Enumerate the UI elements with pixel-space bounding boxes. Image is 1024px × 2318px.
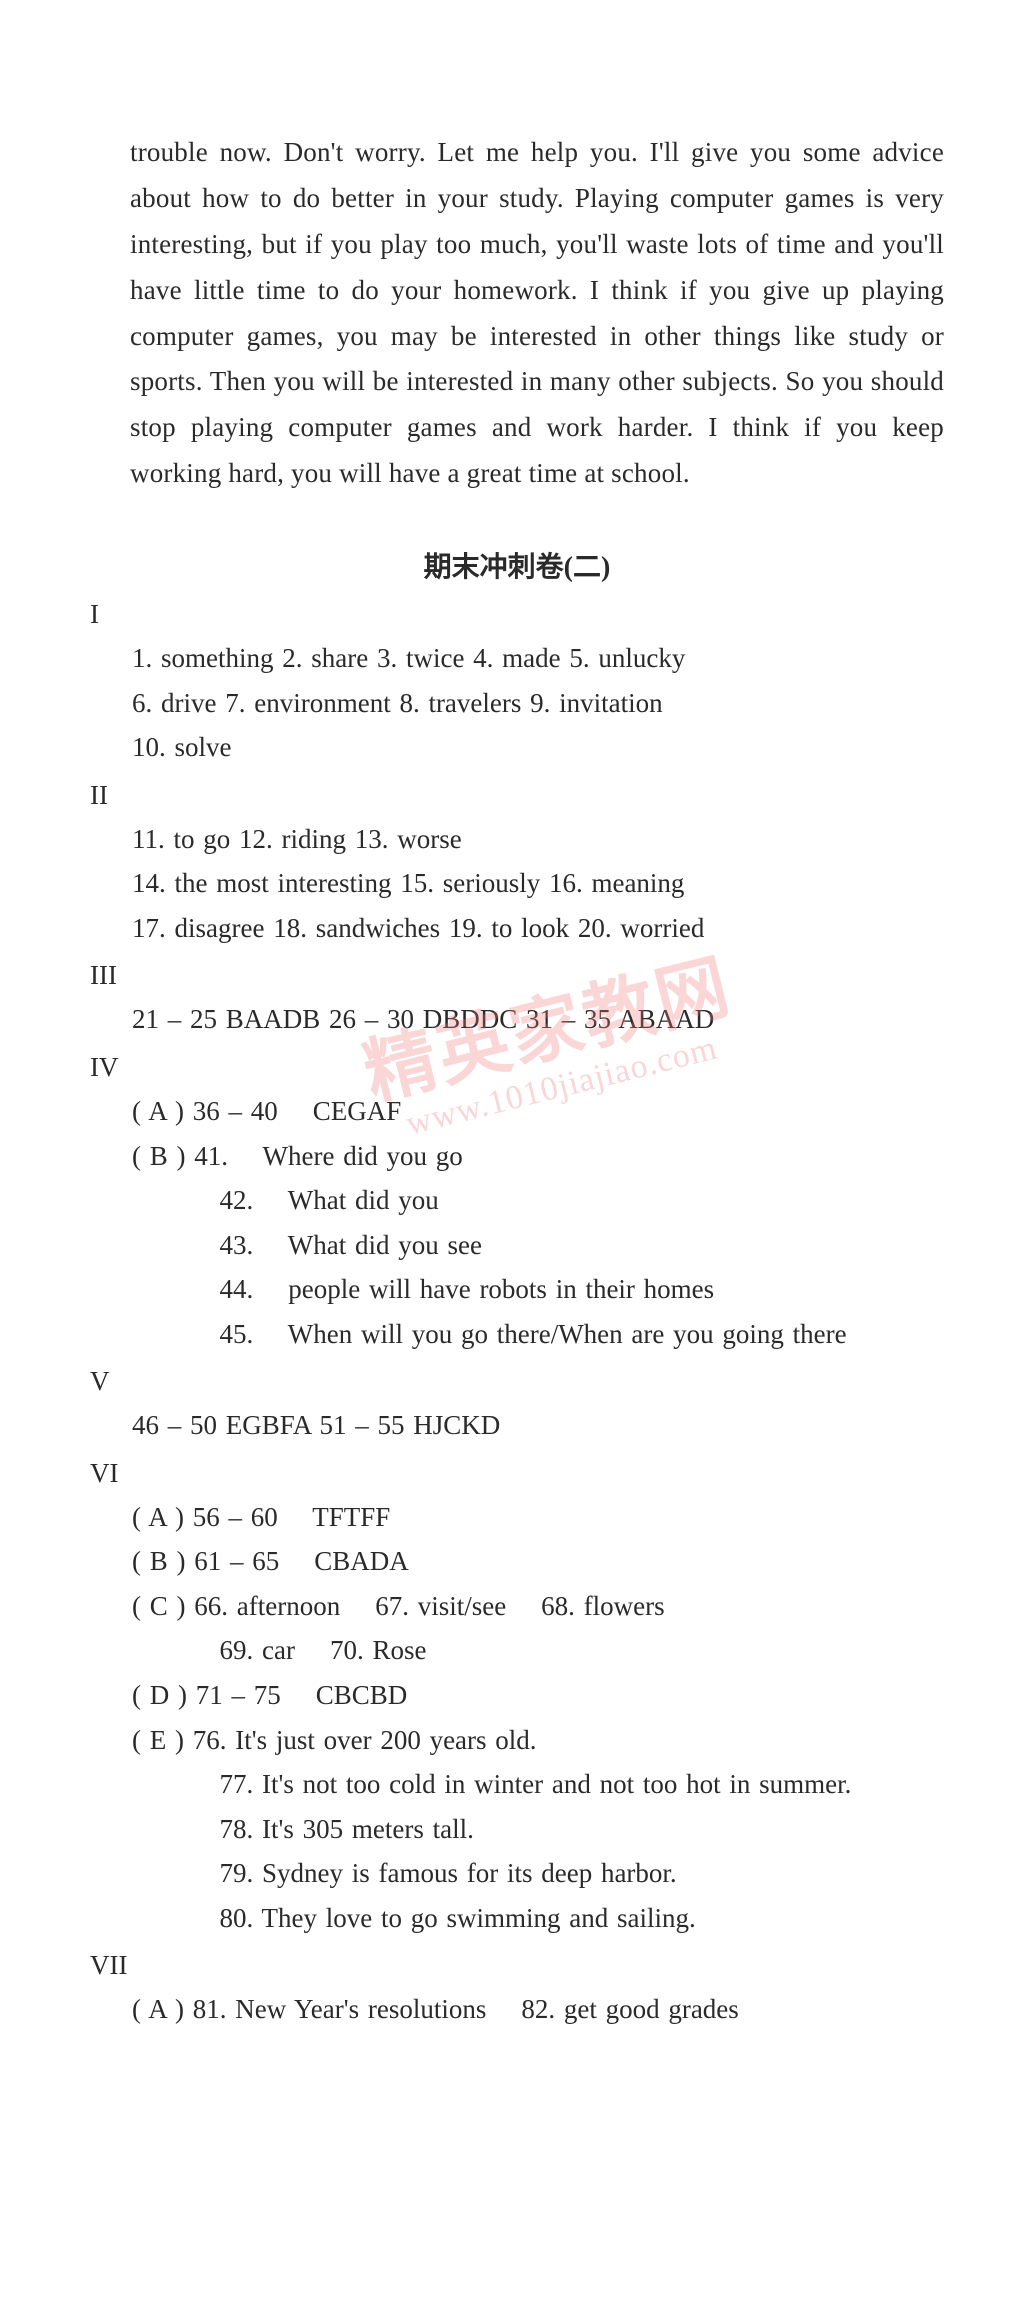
answer-line: ( B ) 41. Where did you go — [132, 1134, 944, 1179]
answer-line: 46 – 50 EGBFA 51 – 55 HJCKD — [132, 1403, 944, 1448]
answer-line: 79. Sydney is famous for its deep harbor… — [132, 1851, 944, 1896]
answer-line: 80. They love to go swimming and sailing… — [132, 1896, 944, 1941]
answer-line: 1. something 2. share 3. twice 4. made 5… — [132, 636, 944, 681]
answer-line: 43. What did you see — [132, 1223, 944, 1268]
answer-line: 45. When will you go there/When are you … — [132, 1312, 944, 1357]
answer-line: 69. car 70. Rose — [132, 1628, 944, 1673]
answer-line: 44. people will have robots in their hom… — [132, 1267, 944, 1312]
answer-line: ( E ) 76. It's just over 200 years old. — [132, 1718, 944, 1763]
answer-line: ( A ) 56 – 60 TFTFF — [132, 1495, 944, 1540]
answer-line: ( B ) 61 – 65 CBADA — [132, 1539, 944, 1584]
section-label-7: VII — [90, 1950, 944, 1981]
intro-paragraph: trouble now. Don't worry. Let me help yo… — [130, 130, 944, 497]
document-page: trouble now. Don't worry. Let me help yo… — [0, 0, 1024, 2092]
answer-line: 77. It's not too cold in winter and not … — [132, 1762, 944, 1807]
answer-line: ( D ) 71 – 75 CBCBD — [132, 1673, 944, 1718]
answer-line: 21 – 25 BAADB 26 – 30 DBDDC 31 – 35 ABAA… — [132, 997, 944, 1042]
answer-line: 10. solve — [132, 725, 944, 770]
section-label-3: III — [90, 960, 944, 991]
section-label-6: VI — [90, 1458, 944, 1489]
answer-line: 78. It's 305 meters tall. — [132, 1807, 944, 1852]
answer-line: 14. the most interesting 15. seriously 1… — [132, 861, 944, 906]
answer-line: 6. drive 7. environment 8. travelers 9. … — [132, 681, 944, 726]
section-label-5: V — [90, 1366, 944, 1397]
test-heading: 期末冲刺卷(二) — [90, 545, 944, 585]
answer-line: ( C ) 66. afternoon 67. visit/see 68. fl… — [132, 1584, 944, 1629]
answer-line: 17. disagree 18. sandwiches 19. to look … — [132, 906, 944, 951]
section-label-1: I — [90, 599, 944, 630]
section-label-4: IV — [90, 1052, 944, 1083]
section-label-2: II — [90, 780, 944, 811]
answer-line: 11. to go 12. riding 13. worse — [132, 817, 944, 862]
answer-line: ( A ) 81. New Year's resolutions 82. get… — [132, 1987, 944, 2032]
answer-line: 42. What did you — [132, 1178, 944, 1223]
answer-line: ( A ) 36 – 40 CEGAF — [132, 1089, 944, 1134]
